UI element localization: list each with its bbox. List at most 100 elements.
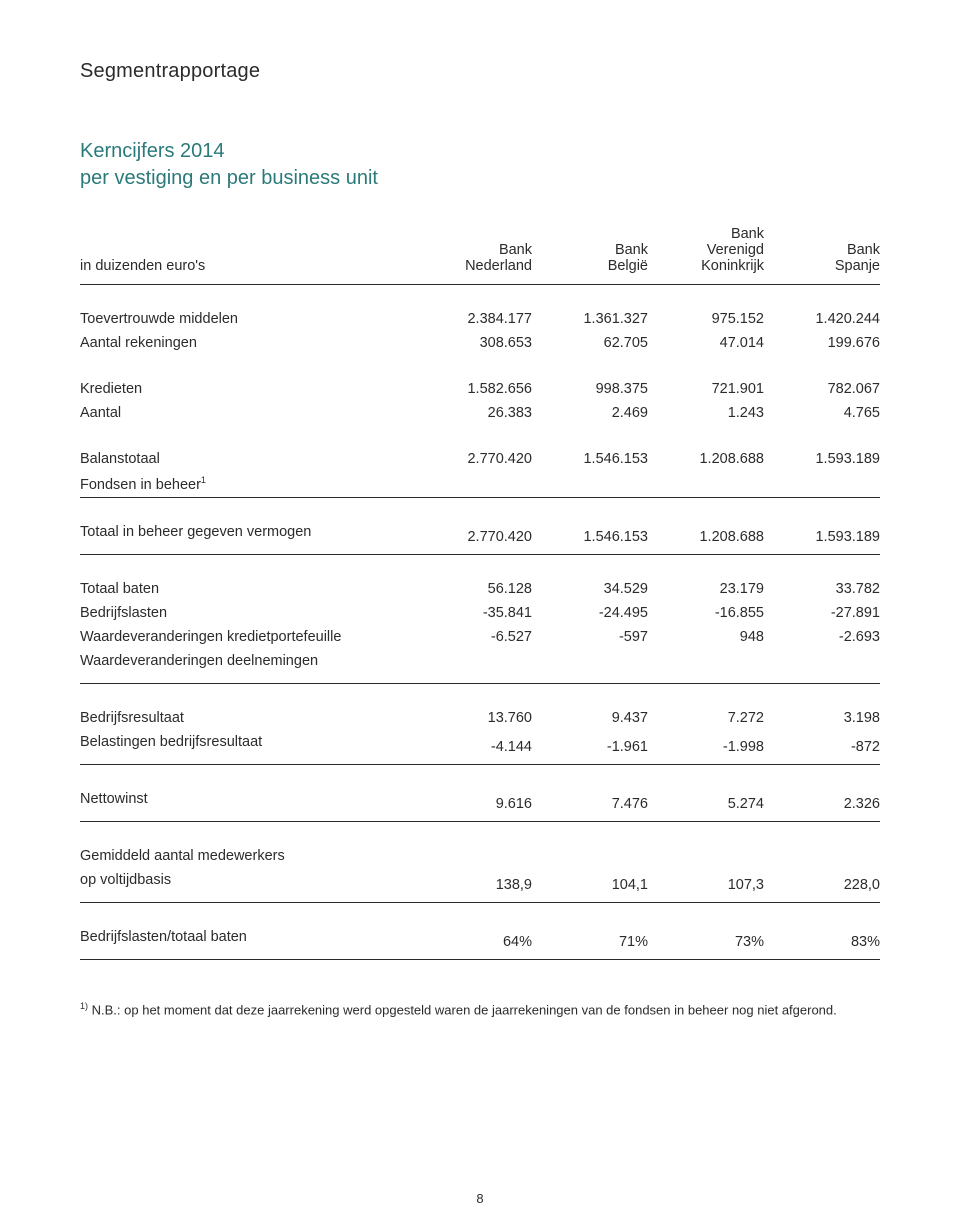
cell: -597 [532,625,648,649]
cell-label: Bedrijfslasten/totaal baten [80,925,416,960]
col3-l2: Spanje [835,258,880,274]
cell-label: Waardeveranderingen kredietportefeuille [80,625,416,649]
cell: 71% [532,925,648,960]
col3-l1: Bank [847,242,880,258]
cell: 33.782 [764,577,880,601]
cell: 1.208.688 [648,520,764,555]
section-title: Segmentrapportage [80,60,880,83]
cell [648,471,764,497]
sub-title-line1: Kerncijfers 2014 [80,140,225,162]
cell: -35.841 [416,601,532,625]
cell: -1.998 [648,730,764,765]
cell: -872 [764,730,880,765]
cell-label: Belastingen bedrijfsresultaat [80,730,416,765]
cell: 1.361.327 [532,307,648,331]
cell-label: Bedrijfslasten [80,601,416,625]
cell: 1.420.244 [764,307,880,331]
col2-l3: Koninkrijk [701,258,764,274]
row-waardev-deeln: Waardeveranderingen deelnemingen [80,649,880,684]
cell: 2.326 [764,787,880,822]
cell-label: Totaal in beheer gegeven vermogen [80,520,416,555]
cell: 7.476 [532,787,648,822]
cell: -27.891 [764,601,880,625]
cell-label: Fondsen in beheer1 [80,471,416,497]
footnote-marker: 1) [80,1001,88,1011]
fondsen-sup: 1 [201,475,206,485]
cell: 2.770.420 [416,447,532,471]
cell: 138,9 [416,868,532,903]
spacer [80,683,880,706]
cell [764,844,880,868]
cell: 47.014 [648,331,764,355]
cell: 308.653 [416,331,532,355]
spacer [80,425,880,447]
segment-table: in duizenden euro's Bank Nederland Bank … [80,222,880,960]
cell [532,844,648,868]
cell-label: op voltijdbasis [80,868,416,903]
cell-label: Gemiddeld aantal medewerkers [80,844,416,868]
cell: -1.961 [532,730,648,765]
sub-title: Kerncijfers 2014 per vestiging en per bu… [80,138,880,192]
cell: 64% [416,925,532,960]
cell: 4.765 [764,401,880,425]
cell [416,471,532,497]
cell-label: Totaal baten [80,577,416,601]
col1-l1: Bank [615,242,648,258]
header-label: in duizenden euro's [80,222,416,285]
sub-title-line2: per vestiging en per business unit [80,167,378,189]
cell: -16.855 [648,601,764,625]
footnote-text: N.B.: op het moment dat deze jaarrekenin… [92,1002,837,1017]
row-gem-med-l1: Gemiddeld aantal medewerkers [80,844,880,868]
row-toevertrouwde: Toevertrouwde middelen 2.384.177 1.361.3… [80,307,880,331]
cell-label: Toevertrouwde middelen [80,307,416,331]
cell-label: Aantal rekeningen [80,331,416,355]
cell [532,471,648,497]
cell: 56.128 [416,577,532,601]
cell: 721.901 [648,377,764,401]
cell [416,649,532,684]
cell [648,844,764,868]
cell: 62.705 [532,331,648,355]
row-waardev-kred: Waardeveranderingen kredietportefeuille … [80,625,880,649]
row-bedrijfsresultaat: Bedrijfsresultaat 13.760 9.437 7.272 3.1… [80,706,880,730]
cell [648,649,764,684]
cell: 26.383 [416,401,532,425]
row-totaal-beheer: Totaal in beheer gegeven vermogen 2.770.… [80,520,880,555]
header-col-3: Bank Spanje [764,222,880,285]
col0-l2: Nederland [465,258,532,274]
cell: -4.144 [416,730,532,765]
cell [764,471,880,497]
cell: -24.495 [532,601,648,625]
rule [80,497,880,520]
row-kredieten: Kredieten 1.582.656 998.375 721.901 782.… [80,377,880,401]
col0-l1: Bank [499,242,532,258]
cell-label: Bedrijfsresultaat [80,706,416,730]
spacer [80,554,880,577]
col2-l1: Bank [731,226,764,242]
footnote: 1) N.B.: op het moment dat deze jaarreke… [80,1000,880,1020]
row-gem-med-l2: op voltijdbasis 138,9 104,1 107,3 228,0 [80,868,880,903]
row-aantal: Aantal 26.383 2.469 1.243 4.765 [80,401,880,425]
row-totaal-baten: Totaal baten 56.128 34.529 23.179 33.782 [80,577,880,601]
cell: 3.198 [764,706,880,730]
cell-label: Aantal [80,401,416,425]
header-col-1: Bank België [532,222,648,285]
header-col-0: Bank Nederland [416,222,532,285]
cell: 1.208.688 [648,447,764,471]
cell: 1.243 [648,401,764,425]
cell: 1.593.189 [764,447,880,471]
cell-label: Kredieten [80,377,416,401]
cell: 5.274 [648,787,764,822]
cell: 228,0 [764,868,880,903]
cell: 7.272 [648,706,764,730]
cell-label: Nettowinst [80,787,416,822]
cell: -6.527 [416,625,532,649]
cell: 2.384.177 [416,307,532,331]
cell: 1.546.153 [532,520,648,555]
row-balanstotaal: Balanstotaal 2.770.420 1.546.153 1.208.6… [80,447,880,471]
cell: 1.582.656 [416,377,532,401]
cell [764,649,880,684]
page-number: 8 [0,1191,960,1206]
row-bedrijfslasten: Bedrijfslasten -35.841 -24.495 -16.855 -… [80,601,880,625]
cell: 199.676 [764,331,880,355]
